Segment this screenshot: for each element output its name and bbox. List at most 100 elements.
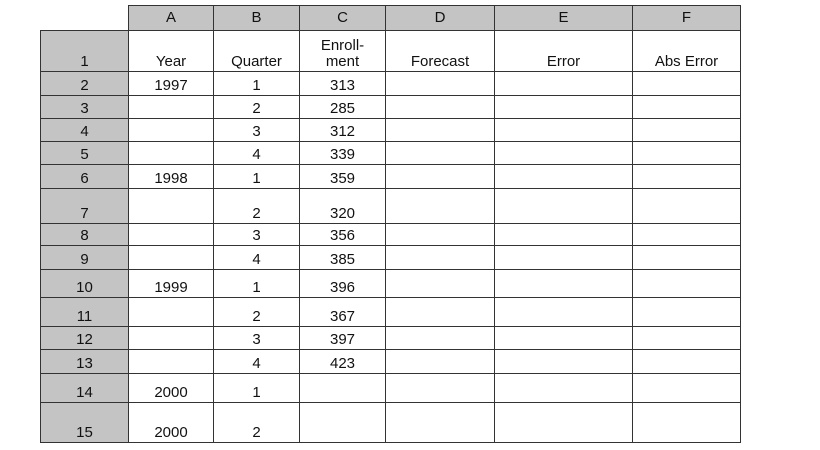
cell-D11[interactable]	[385, 297, 495, 327]
cell-C1[interactable]: Enroll- ment	[299, 30, 386, 72]
cell-F10[interactable]	[632, 269, 741, 298]
cell-E2[interactable]	[494, 71, 633, 96]
cell-C7[interactable]: 320	[299, 188, 386, 224]
cell-F7[interactable]	[632, 188, 741, 224]
cell-B13[interactable]: 4	[213, 349, 300, 374]
row-header[interactable]: 8	[40, 223, 129, 246]
cell-E7[interactable]	[494, 188, 633, 224]
cell-E3[interactable]	[494, 95, 633, 119]
cell-C3[interactable]: 285	[299, 95, 386, 119]
cell-F8[interactable]	[632, 223, 741, 246]
cell-F2[interactable]	[632, 71, 741, 96]
cell-E15[interactable]	[494, 402, 633, 443]
cell-F13[interactable]	[632, 349, 741, 374]
cell-E6[interactable]	[494, 164, 633, 189]
cell-A4[interactable]	[128, 118, 214, 142]
cell-C5[interactable]: 339	[299, 141, 386, 165]
cell-F14[interactable]	[632, 373, 741, 403]
cell-A5[interactable]	[128, 141, 214, 165]
cell-D15[interactable]	[385, 402, 495, 443]
cell-B7[interactable]: 2	[213, 188, 300, 224]
cell-E10[interactable]	[494, 269, 633, 298]
column-header-B[interactable]: B	[213, 5, 300, 31]
cell-C10[interactable]: 396	[299, 269, 386, 298]
cell-F9[interactable]	[632, 245, 741, 270]
cell-B12[interactable]: 3	[213, 326, 300, 350]
cell-D2[interactable]	[385, 71, 495, 96]
cell-D1[interactable]: Forecast	[385, 30, 495, 72]
cell-A13[interactable]	[128, 349, 214, 374]
cell-C13[interactable]: 423	[299, 349, 386, 374]
cell-F5[interactable]	[632, 141, 741, 165]
cell-A3[interactable]	[128, 95, 214, 119]
cell-C11[interactable]: 367	[299, 297, 386, 327]
cell-E8[interactable]	[494, 223, 633, 246]
cell-F15[interactable]	[632, 402, 741, 443]
cell-A11[interactable]	[128, 297, 214, 327]
column-header-D[interactable]: D	[385, 5, 495, 31]
row-header[interactable]: 6	[40, 164, 129, 189]
cell-B4[interactable]: 3	[213, 118, 300, 142]
row-header[interactable]: 14	[40, 373, 129, 403]
cell-B1[interactable]: Quarter	[213, 30, 300, 72]
cell-A6[interactable]: 1998	[128, 164, 214, 189]
cell-E12[interactable]	[494, 326, 633, 350]
row-header[interactable]: 9	[40, 245, 129, 270]
cell-F6[interactable]	[632, 164, 741, 189]
cell-C15[interactable]	[299, 402, 386, 443]
cell-B15[interactable]: 2	[213, 402, 300, 443]
cell-D12[interactable]	[385, 326, 495, 350]
row-header[interactable]: 3	[40, 95, 129, 119]
cell-A7[interactable]	[128, 188, 214, 224]
cell-D10[interactable]	[385, 269, 495, 298]
cell-B11[interactable]: 2	[213, 297, 300, 327]
cell-B9[interactable]: 4	[213, 245, 300, 270]
cell-C12[interactable]: 397	[299, 326, 386, 350]
cell-E13[interactable]	[494, 349, 633, 374]
cell-E14[interactable]	[494, 373, 633, 403]
cell-A14[interactable]: 2000	[128, 373, 214, 403]
cell-A9[interactable]	[128, 245, 214, 270]
column-header-F[interactable]: F	[632, 5, 741, 31]
cell-B10[interactable]: 1	[213, 269, 300, 298]
cell-D7[interactable]	[385, 188, 495, 224]
cell-E5[interactable]	[494, 141, 633, 165]
cell-D8[interactable]	[385, 223, 495, 246]
row-header[interactable]: 1	[40, 30, 129, 72]
corner-cell[interactable]	[40, 5, 129, 31]
cell-F12[interactable]	[632, 326, 741, 350]
cell-D6[interactable]	[385, 164, 495, 189]
cell-F4[interactable]	[632, 118, 741, 142]
cell-C6[interactable]: 359	[299, 164, 386, 189]
row-header[interactable]: 13	[40, 349, 129, 374]
cell-E9[interactable]	[494, 245, 633, 270]
column-header-E[interactable]: E	[494, 5, 633, 31]
cell-E11[interactable]	[494, 297, 633, 327]
column-header-A[interactable]: A	[128, 5, 214, 31]
cell-C9[interactable]: 385	[299, 245, 386, 270]
row-header[interactable]: 12	[40, 326, 129, 350]
cell-D5[interactable]	[385, 141, 495, 165]
cell-F1[interactable]: Abs Error	[632, 30, 741, 72]
cell-D3[interactable]	[385, 95, 495, 119]
cell-E1[interactable]: Error	[494, 30, 633, 72]
cell-A15[interactable]: 2000	[128, 402, 214, 443]
cell-A12[interactable]	[128, 326, 214, 350]
cell-B5[interactable]: 4	[213, 141, 300, 165]
cell-A1[interactable]: Year	[128, 30, 214, 72]
row-header[interactable]: 4	[40, 118, 129, 142]
cell-D13[interactable]	[385, 349, 495, 374]
cell-E4[interactable]	[494, 118, 633, 142]
cell-C14[interactable]	[299, 373, 386, 403]
cell-C4[interactable]: 312	[299, 118, 386, 142]
cell-F3[interactable]	[632, 95, 741, 119]
cell-B2[interactable]: 1	[213, 71, 300, 96]
cell-C8[interactable]: 356	[299, 223, 386, 246]
cell-F11[interactable]	[632, 297, 741, 327]
cell-D14[interactable]	[385, 373, 495, 403]
cell-D4[interactable]	[385, 118, 495, 142]
row-header[interactable]: 15	[40, 402, 129, 443]
cell-D9[interactable]	[385, 245, 495, 270]
cell-B6[interactable]: 1	[213, 164, 300, 189]
row-header[interactable]: 7	[40, 188, 129, 224]
